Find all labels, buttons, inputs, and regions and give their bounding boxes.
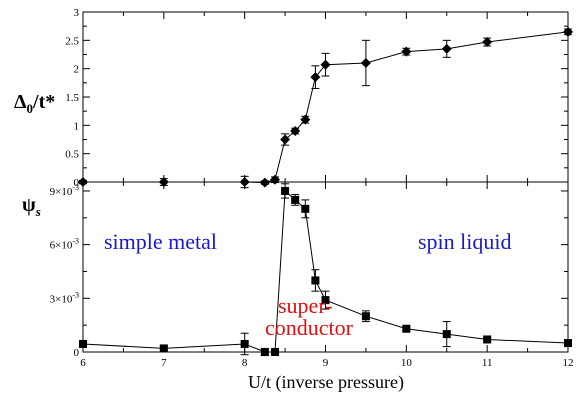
- bottom-ytick-label: 3×10-3: [50, 290, 79, 305]
- top-data-point: [300, 114, 311, 125]
- bottom-panel-series: [79, 183, 572, 357]
- bottom-data-point: [301, 204, 310, 213]
- bottom-ylabel-sub: s: [35, 204, 41, 219]
- bottom-ytick-label: 0: [74, 347, 80, 359]
- top-data-point: [269, 174, 280, 185]
- top-ytick-label: 1: [74, 120, 80, 132]
- annotation-simple-metal: simple metal: [104, 229, 217, 254]
- annotation-superconductor-line1: super-: [278, 293, 333, 318]
- top-panel-series: [78, 26, 573, 189]
- bottom-data-point: [79, 339, 87, 348]
- bottom-data-point: [260, 348, 269, 356]
- top-ytick-label: 3: [74, 7, 80, 19]
- x-axis-label: U/t (inverse pressure): [248, 372, 404, 393]
- xtick-label: 12: [563, 357, 574, 369]
- xtick-label: 11: [482, 357, 493, 369]
- top-ylabel-sub: 0: [27, 101, 34, 116]
- top-ylabel-main: Δ: [14, 91, 27, 113]
- top-data-point: [310, 72, 321, 83]
- top-ytick-label: 0: [74, 177, 80, 189]
- top-ytick-label: 0.5: [65, 149, 79, 161]
- bottom-data-point: [311, 276, 320, 285]
- bottom-data-point: [240, 339, 249, 348]
- bottom-data-point: [483, 335, 492, 344]
- top-data-point: [320, 59, 331, 70]
- top-ytick-label: 2: [74, 64, 80, 76]
- top-data-point: [360, 58, 371, 68]
- bottom-data-point: [361, 312, 370, 321]
- top-data-point: [158, 177, 169, 187]
- bottom-data-point: [291, 195, 300, 204]
- top-panel-frame: [82, 11, 569, 183]
- top-data-point: [441, 43, 452, 54]
- bottom-ytick-label: 9×10-3: [50, 183, 79, 198]
- annotation-superconductor-line2: conductor: [265, 315, 354, 340]
- top-data-point: [280, 134, 291, 145]
- bottom-panel-ylabel: ψs: [22, 194, 41, 219]
- bottom-data-point: [270, 348, 279, 356]
- top-data-point: [401, 46, 412, 57]
- top-ylabel-rest: /t*: [32, 91, 55, 113]
- bottom-data-point: [321, 296, 330, 305]
- bottom-data-point: [159, 344, 168, 353]
- top-data-point: [563, 26, 573, 37]
- xtick-label: 10: [401, 357, 413, 369]
- bottom-data-point: [442, 330, 451, 339]
- xtick-label: 9: [323, 357, 329, 369]
- bottom-ylabel-main: ψ: [22, 194, 36, 216]
- annotation-spin-liquid: spin liquid: [418, 229, 512, 254]
- bottom-ytick-label: 6×10-3: [50, 237, 79, 252]
- top-data-point: [239, 177, 250, 187]
- bottom-data-point: [402, 324, 411, 333]
- top-data-point: [482, 37, 493, 48]
- xtick-label: 6: [80, 357, 86, 369]
- bottom-data-point: [281, 186, 290, 195]
- top-panel-ticks: 0 0.5 1 1.5 2 2.5 3: [65, 7, 569, 189]
- top-data-point: [290, 126, 301, 136]
- xtick-label: 7: [161, 357, 167, 369]
- bottom-panel-ticks: 0 3×10-3 6×10-3 9×10-3 6 7 8 9 10 11 12: [50, 182, 574, 369]
- xtick-label: 8: [242, 357, 248, 369]
- bottom-data-point: [564, 339, 572, 348]
- top-data-point: [78, 177, 88, 187]
- top-data-point: [259, 177, 270, 188]
- top-ytick-label: 1.5: [65, 92, 79, 104]
- top-ytick-label: 2.5: [65, 35, 79, 47]
- top-panel-ylabel: Δ0/t*: [14, 91, 55, 116]
